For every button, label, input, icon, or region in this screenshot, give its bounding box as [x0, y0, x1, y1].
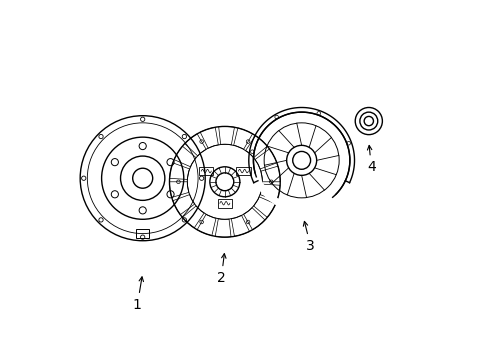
- Text: 3: 3: [303, 221, 314, 253]
- Text: 1: 1: [133, 277, 143, 312]
- Bar: [136, 229, 149, 238]
- Text: 4: 4: [366, 145, 375, 175]
- Text: 2: 2: [217, 254, 225, 285]
